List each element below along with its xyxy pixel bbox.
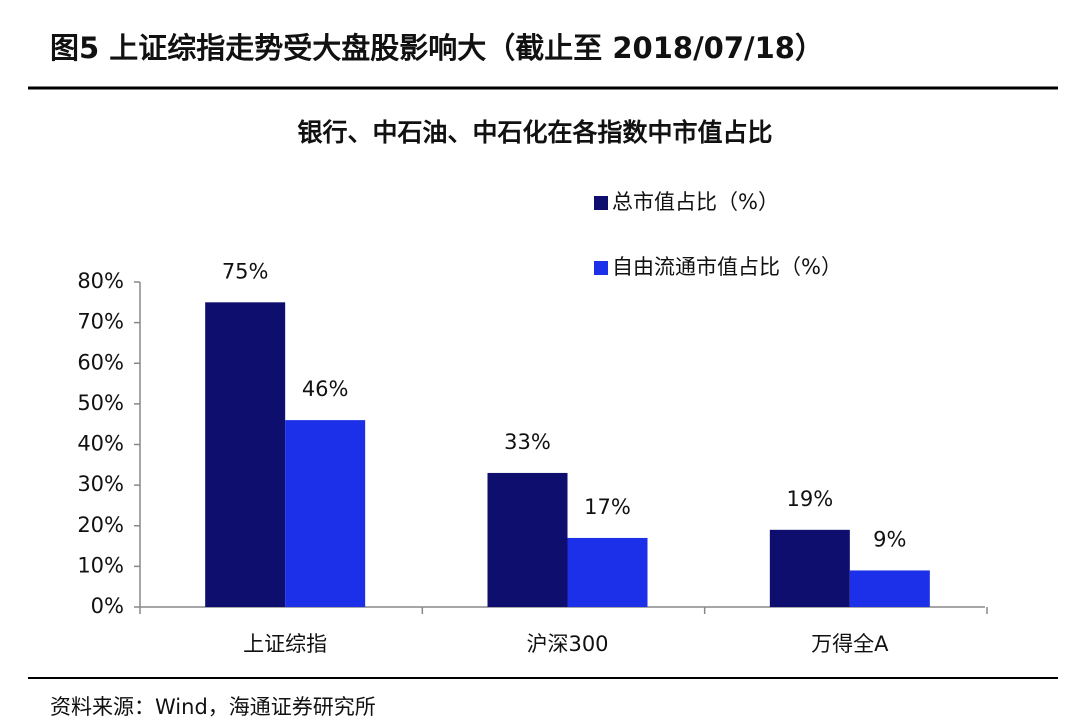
value-label: 75%: [222, 259, 269, 283]
y-tick-label: 50%: [77, 391, 124, 415]
y-tick-label: 80%: [77, 269, 124, 293]
value-label: 9%: [873, 527, 906, 551]
y-tick-label: 20%: [77, 513, 124, 537]
y-tick-label: 10%: [77, 553, 124, 577]
value-label: 46%: [302, 377, 349, 401]
legend-swatch: [594, 196, 608, 210]
chart-title: 银行、中石油、中石化在各指数中市值占比: [297, 118, 772, 147]
legend-label: 总市值占比（%）: [612, 190, 779, 214]
x-tick-label: 万得全A: [811, 632, 889, 656]
figure-title: 图5 上证综指走势受大盘股影响大（截止至 2018/07/18）: [50, 31, 824, 65]
y-tick-label: 70%: [77, 310, 124, 334]
y-tick-label: 30%: [77, 472, 124, 496]
bar: [849, 570, 930, 607]
value-label: 17%: [584, 495, 631, 519]
legend-swatch: [594, 261, 608, 275]
value-label: 33%: [504, 430, 551, 454]
source-note: 资料来源：Wind，海通证券研究所: [50, 695, 376, 719]
value-label: 19%: [786, 487, 833, 511]
bar: [285, 420, 366, 607]
y-tick-label: 40%: [77, 432, 124, 456]
bar: [487, 472, 568, 607]
y-tick-label: 0%: [91, 594, 124, 618]
x-tick-label: 沪深300: [526, 632, 608, 656]
legend-label: 自由流通市值占比（%）: [612, 255, 842, 279]
bar: [205, 302, 286, 607]
bar: [567, 537, 648, 607]
x-tick-label: 上证综指: [243, 632, 327, 656]
bar: [769, 529, 850, 607]
y-tick-label: 60%: [77, 350, 124, 374]
